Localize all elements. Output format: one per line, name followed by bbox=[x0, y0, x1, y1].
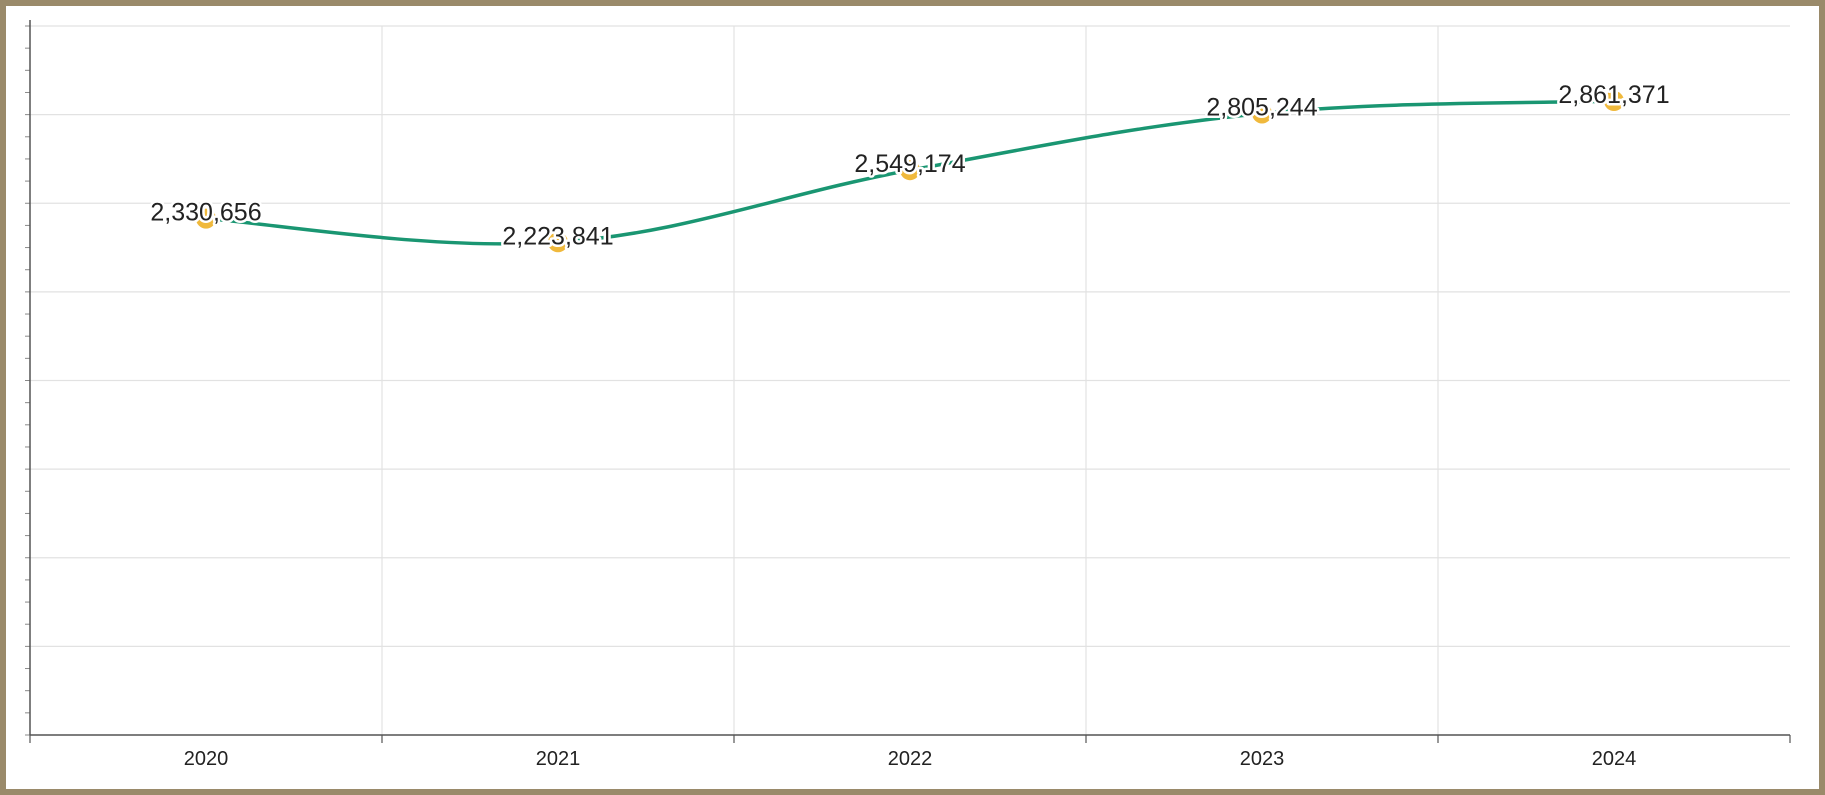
x-tick-label: 2020 bbox=[184, 748, 229, 770]
data-point[interactable] bbox=[196, 208, 216, 229]
x-tick-label: 2024 bbox=[1592, 748, 1637, 770]
data-label: 2,330,656 bbox=[150, 199, 261, 227]
data-point[interactable] bbox=[548, 232, 568, 253]
data-point[interactable] bbox=[1604, 91, 1624, 112]
data-point[interactable] bbox=[1252, 103, 1272, 124]
data-label: 2,223,841 bbox=[502, 222, 613, 250]
data-point[interactable] bbox=[900, 160, 920, 181]
data-label: 2,805,244 bbox=[1206, 93, 1317, 121]
data-label: 2,861,371 bbox=[1558, 81, 1669, 109]
x-tick-label: 2023 bbox=[1240, 748, 1285, 770]
x-tick-label: 2021 bbox=[536, 748, 581, 770]
x-tick-label: 2022 bbox=[888, 748, 933, 770]
data-label: 2,549,174 bbox=[854, 150, 965, 178]
